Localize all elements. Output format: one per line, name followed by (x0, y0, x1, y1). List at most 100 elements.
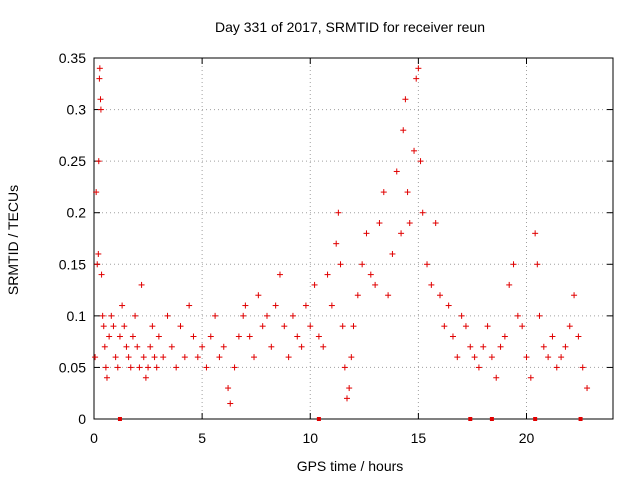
data-point (103, 374, 110, 381)
baseline-marker (578, 417, 583, 421)
data-point (424, 261, 431, 268)
data-point (119, 302, 126, 309)
data-point (398, 230, 405, 237)
data-point (177, 323, 184, 330)
data-point (497, 343, 504, 350)
y-tick-label: 0.2 (67, 205, 87, 221)
data-point (145, 364, 152, 371)
data-point (311, 281, 318, 288)
x-tick-label: 10 (302, 430, 318, 446)
data-point (132, 312, 139, 319)
data-point (367, 271, 374, 278)
data-point (458, 312, 465, 319)
data-point (281, 323, 288, 330)
data-point (97, 106, 104, 113)
data-point (227, 400, 234, 407)
data-point (510, 261, 517, 268)
data-point (92, 354, 99, 361)
data-point (417, 158, 424, 165)
baseline-marker (468, 417, 473, 421)
data-point (220, 343, 227, 350)
data-points (92, 65, 591, 407)
data-point (203, 364, 210, 371)
y-tick-label: 0.1 (67, 308, 87, 324)
data-point (307, 323, 314, 330)
data-point (415, 65, 422, 72)
data-point (333, 240, 340, 247)
y-tick-label: 0.35 (59, 50, 86, 66)
data-point (153, 364, 160, 371)
data-point (272, 302, 279, 309)
y-tick-label: 0.15 (59, 256, 86, 272)
data-point (207, 333, 214, 340)
data-point (380, 189, 387, 196)
data-point (493, 374, 500, 381)
data-point (389, 250, 396, 257)
data-point (125, 354, 132, 361)
data-point (406, 220, 413, 227)
data-point (121, 323, 128, 330)
data-point (100, 323, 107, 330)
data-point (337, 261, 344, 268)
data-point (123, 343, 130, 350)
data-point (441, 323, 448, 330)
data-point (147, 343, 154, 350)
data-point (302, 302, 309, 309)
data-point (553, 364, 560, 371)
data-point (276, 271, 283, 278)
data-point (454, 354, 461, 361)
data-point (112, 354, 119, 361)
baseline-marker (533, 417, 538, 421)
data-point (95, 158, 102, 165)
data-point (127, 364, 134, 371)
data-point (225, 385, 232, 392)
data-point (402, 96, 409, 103)
data-point (346, 385, 353, 392)
data-point (324, 271, 331, 278)
data-point (437, 292, 443, 299)
data-point (341, 364, 348, 371)
data-point (95, 250, 102, 257)
data-point (298, 343, 305, 350)
data-point (393, 168, 400, 175)
data-point (149, 323, 156, 330)
data-point (359, 261, 366, 268)
data-point (110, 323, 117, 330)
x-tick-label: 5 (198, 430, 206, 446)
data-point (315, 333, 322, 340)
data-point (235, 333, 242, 340)
data-point (328, 302, 335, 309)
data-point (246, 333, 253, 340)
data-point (164, 312, 171, 319)
data-point (413, 75, 420, 82)
data-point (385, 292, 392, 299)
data-point (432, 220, 439, 227)
data-point (160, 354, 167, 361)
data-point (108, 312, 115, 319)
baseline-markers (117, 417, 583, 421)
y-tick-label: 0.3 (67, 102, 87, 118)
data-point (97, 96, 104, 103)
data-point (348, 354, 355, 361)
data-point (480, 343, 487, 350)
y-axis-label: SRMTID / TECUs (5, 185, 21, 295)
data-point (445, 302, 452, 309)
data-point (155, 333, 162, 340)
data-point (138, 281, 145, 288)
data-point (428, 281, 435, 288)
data-point (240, 312, 247, 319)
data-point (471, 354, 478, 361)
data-point (190, 333, 197, 340)
data-point (363, 230, 370, 237)
data-point (545, 354, 552, 361)
data-point (523, 354, 530, 361)
data-point (449, 333, 456, 340)
data-point (335, 209, 342, 216)
baseline-marker (489, 417, 494, 421)
data-point (532, 230, 539, 237)
x-axis-ticks: 0 5 10 15 20 (90, 58, 534, 446)
data-point (136, 364, 143, 371)
data-point (527, 374, 534, 381)
data-point (101, 343, 108, 350)
